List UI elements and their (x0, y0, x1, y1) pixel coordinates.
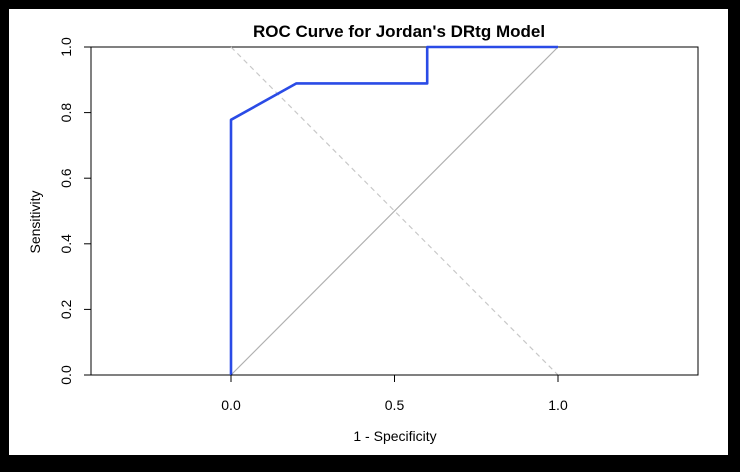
y-axis-label: Sensitivity (27, 190, 43, 253)
y-tick-label: 1.0 (58, 37, 74, 57)
y-axis: 0.0 0.2 0.4 0.6 0.8 1.0 (58, 37, 91, 385)
x-tick-label: 0.5 (385, 397, 405, 413)
x-tick-label: 0.0 (221, 397, 241, 413)
x-axis-label: 1 - Specificity (353, 428, 436, 444)
reference-line-diagonal (230, 46, 559, 376)
y-tick-label: 0.4 (58, 234, 74, 254)
roc-chart: ROC Curve for Jordan's DRtg Model 0.0 0.5… (27, 22, 699, 444)
y-tick-label: 0.8 (58, 103, 74, 123)
roc-series (229, 45, 558, 375)
reference-lines (230, 46, 559, 376)
y-tick-label: 0.6 (58, 168, 74, 188)
chart-title: ROC Curve for Jordan's DRtg Model (253, 22, 545, 41)
x-axis: 0.0 0.5 1.0 (221, 374, 568, 413)
y-tick-label: 0.0 (58, 365, 74, 385)
chart-canvas: ROC Curve for Jordan's DRtg Model 0.0 0.5… (9, 9, 728, 455)
x-tick-label: 1.0 (548, 397, 568, 413)
roc-curve-line (229, 45, 558, 375)
y-tick-label: 0.2 (58, 299, 74, 319)
